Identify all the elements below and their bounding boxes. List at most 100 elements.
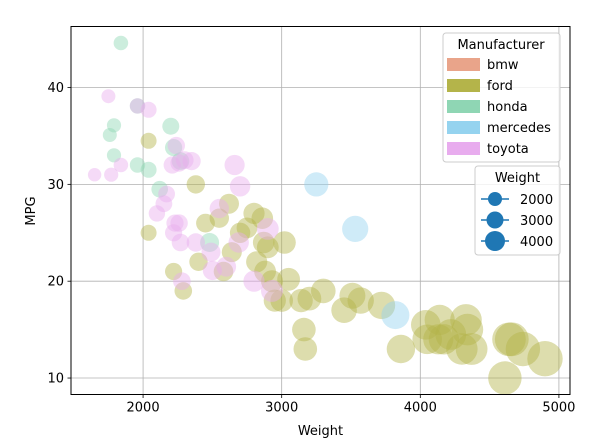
data-point-honda (162, 117, 180, 135)
data-point-honda (200, 233, 220, 252)
hue-legend-entries: bmw ford honda mercedes toyota (447, 58, 551, 157)
data-point-toyota (243, 270, 265, 292)
data-point-ford (270, 289, 294, 312)
data-point-toyota (170, 154, 188, 172)
data-point-ford (273, 231, 296, 254)
data-point-toyota (202, 260, 222, 281)
data-point-ford (293, 337, 318, 361)
data-point-toyota (173, 272, 191, 291)
data-point-ford (236, 217, 258, 239)
size-legend-marker (485, 231, 505, 251)
legend-swatch-ford (447, 79, 480, 92)
data-point-toyota (216, 256, 237, 277)
data-point-ford (263, 289, 286, 312)
y-tick-label: 30 (47, 178, 64, 193)
data-point-honda (106, 148, 122, 163)
data-point-ford (213, 261, 234, 282)
data-point-ford (339, 282, 366, 309)
data-point-toyota (158, 185, 176, 203)
data-point-toyota (256, 218, 279, 240)
data-point-toyota (167, 136, 185, 155)
legend-label-honda: honda (487, 100, 528, 115)
data-point-toyota (104, 167, 119, 182)
data-point-ford (186, 175, 205, 194)
data-point-ford (219, 193, 239, 214)
data-point-ford (243, 202, 265, 224)
size-legend-title: Weight (495, 171, 540, 186)
data-point-toyota (170, 214, 188, 232)
data-point-toyota (87, 168, 102, 182)
x-tick-label: 3000 (265, 401, 298, 416)
size-legend-entries: 2000 3000 4000 (481, 192, 553, 251)
data-point-toyota (155, 195, 173, 213)
data-point-ford (450, 304, 482, 336)
data-point-ford (435, 319, 467, 350)
data-point-toyota (129, 98, 146, 114)
legend-label-bmw: bmw (487, 58, 519, 73)
data-point-ford (446, 333, 478, 365)
legend-swatch-toyota (447, 142, 480, 155)
data-point-honda (102, 128, 117, 142)
data-point-ford (492, 322, 526, 357)
size-legend-label: 4000 (520, 235, 553, 250)
data-point-ford (424, 304, 455, 335)
data-point-ford (196, 213, 215, 233)
data-point-ford (252, 231, 275, 254)
data-point-toyota (171, 233, 190, 252)
data-point-ford (251, 207, 274, 229)
data-point-toyota (228, 232, 249, 253)
data-point-honda (151, 180, 168, 198)
data-point-ford (289, 288, 313, 313)
size-legend-label: 3000 (520, 214, 553, 229)
data-point-ford (229, 222, 251, 243)
y-tick-label: 10 (47, 372, 64, 387)
data-point-ford (254, 260, 276, 283)
data-point-ford (140, 132, 157, 149)
data-point-ford (451, 313, 484, 346)
data-point-toyota (165, 224, 183, 242)
data-point-ford (246, 251, 268, 273)
data-point-ford (209, 208, 229, 228)
size-legend-label: 2000 (520, 193, 553, 208)
data-point-ford (412, 324, 443, 355)
data-point-toyota (229, 176, 251, 197)
data-point-ford (331, 297, 357, 324)
data-point-toyota (101, 89, 116, 104)
data-point-mercedes (304, 172, 329, 197)
data-point-ford (140, 224, 157, 241)
legend-swatch-mercedes (447, 121, 480, 134)
data-points (87, 35, 563, 395)
legend-label-toyota: toyota (487, 142, 529, 157)
legend-label-ford: ford (487, 79, 513, 94)
y-tick-label: 40 (47, 81, 64, 96)
data-point-toyota (186, 233, 205, 252)
data-point-toyota (175, 151, 194, 170)
size-legend: Weight 2000 3000 4000 (474, 165, 561, 256)
data-point-ford (527, 341, 563, 377)
size-legend-marker (488, 192, 502, 206)
x-tick-label: 2000 (127, 401, 160, 416)
y-axis-ticks: 10 20 30 40 (47, 81, 71, 387)
data-point-ford (292, 317, 316, 342)
size-legend-marker (486, 211, 504, 229)
data-point-honda (140, 161, 157, 178)
legend-swatch-bmw (447, 58, 480, 71)
data-point-toyota (163, 156, 181, 174)
data-point-toyota (224, 154, 245, 176)
x-axis-label: Weight (298, 424, 343, 439)
data-point-ford (367, 291, 396, 320)
x-tick-label: 4000 (404, 401, 437, 416)
y-tick-label: 20 (47, 275, 64, 290)
data-point-toyota (201, 242, 221, 262)
data-point-ford (256, 236, 279, 259)
legend-swatch-honda (447, 100, 480, 113)
data-point-toyota (182, 152, 201, 171)
data-point-mercedes (381, 301, 410, 330)
data-point-ford (277, 267, 300, 291)
data-point-honda (113, 35, 129, 51)
data-point-toyota (140, 101, 157, 118)
hue-legend: Manufacturer bmw ford honda mercedes toyota (442, 32, 561, 163)
data-point-mercedes (342, 215, 369, 242)
data-point-toyota (148, 205, 166, 222)
